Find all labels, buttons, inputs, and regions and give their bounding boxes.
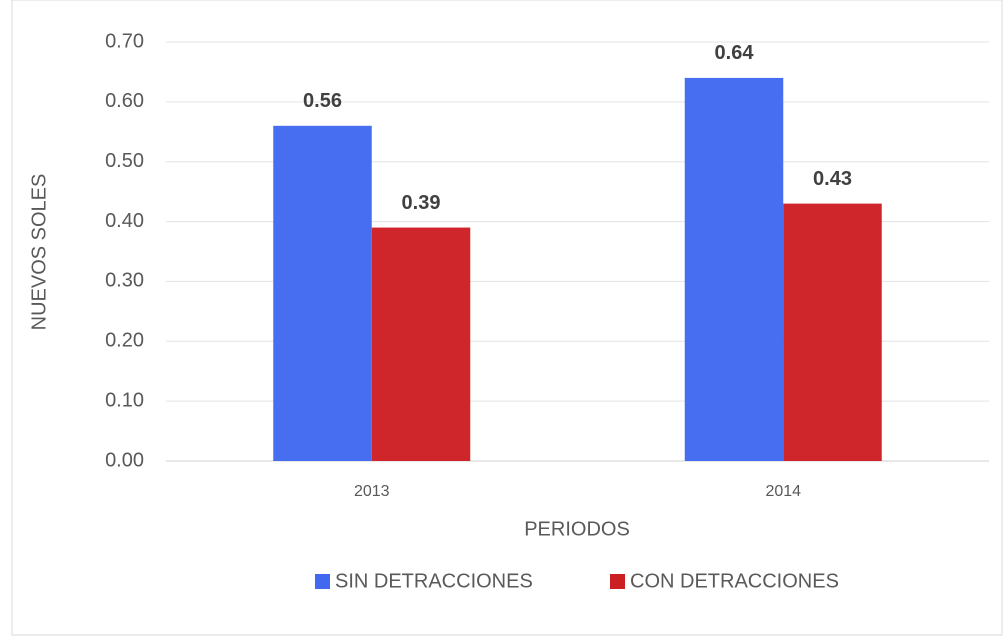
x-tick-label: 2014 bbox=[765, 483, 801, 500]
legend-swatch bbox=[315, 574, 330, 589]
x-axis-title: PERIODOS bbox=[524, 518, 630, 540]
y-axis-title: NUEVOS SOLES bbox=[28, 174, 50, 331]
bar bbox=[371, 227, 471, 461]
bar bbox=[273, 125, 372, 462]
value-label: 0.56 bbox=[303, 90, 342, 112]
value-label: 0.43 bbox=[813, 168, 852, 190]
chart-frame bbox=[11, 0, 1003, 636]
value-label: 0.39 bbox=[402, 192, 441, 214]
bar bbox=[783, 203, 882, 461]
y-tick-label: 0.20 bbox=[105, 330, 144, 352]
value-label: 0.64 bbox=[715, 42, 755, 64]
y-tick-label: 0.70 bbox=[105, 30, 144, 52]
y-tick-label: 0.60 bbox=[105, 90, 144, 112]
legend-swatch bbox=[610, 574, 625, 589]
bar bbox=[684, 77, 784, 462]
y-tick-label: 0.10 bbox=[105, 389, 144, 411]
x-tick-label: 2013 bbox=[354, 483, 390, 500]
y-tick-label: 0.00 bbox=[105, 449, 144, 471]
legend-label: CON DETRACCIONES bbox=[630, 570, 839, 592]
legend-label: SIN DETRACCIONES bbox=[335, 570, 533, 592]
y-tick-label: 0.50 bbox=[105, 150, 144, 172]
y-tick-label: 0.40 bbox=[105, 210, 144, 232]
y-tick-label: 0.30 bbox=[105, 270, 144, 292]
